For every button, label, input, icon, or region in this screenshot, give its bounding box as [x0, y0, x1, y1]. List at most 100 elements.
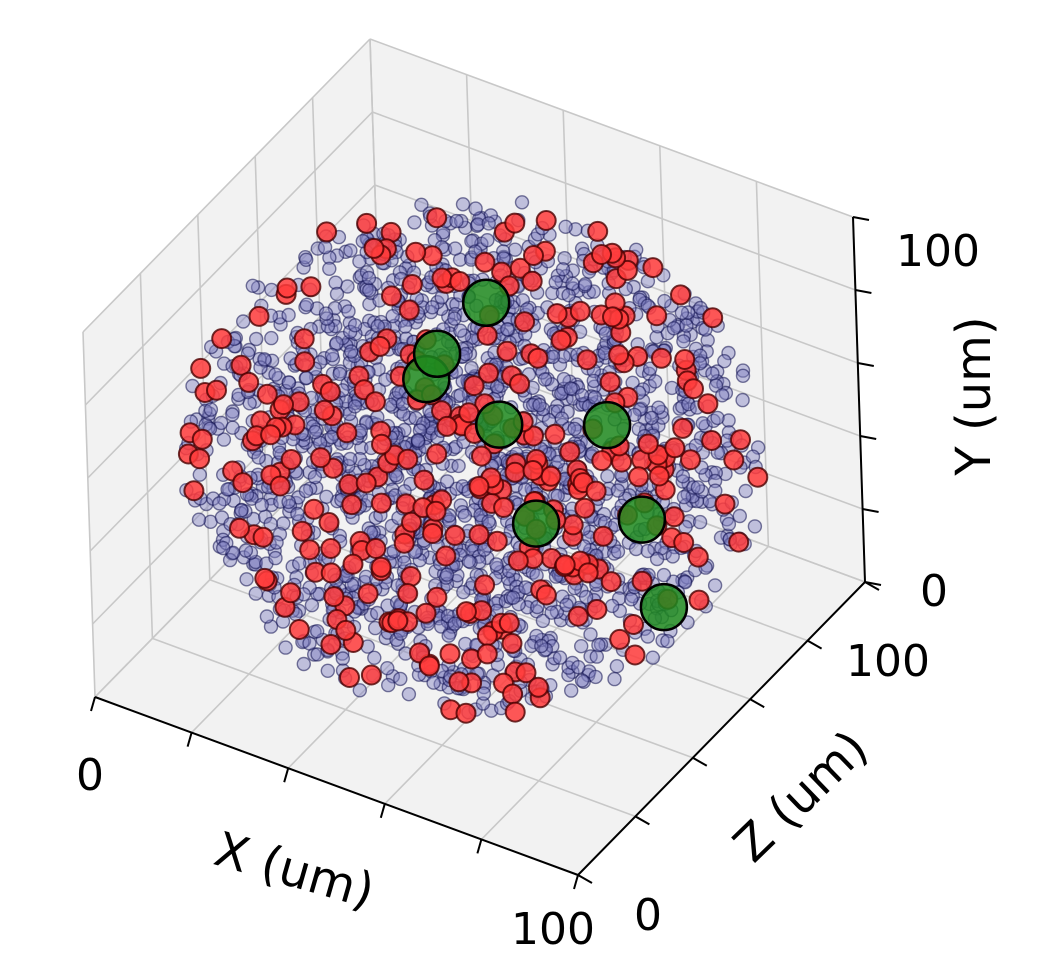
- red-point-250: [316, 221, 338, 243]
- blue-point-1518: [464, 360, 479, 376]
- blue-point-1595: [318, 306, 334, 321]
- red-point-135: [680, 449, 701, 471]
- blue-point-1711: [441, 628, 456, 643]
- blue-point-1472: [281, 307, 296, 323]
- red-point-247: [476, 643, 498, 665]
- red-point-288: [256, 383, 278, 405]
- blue-point-1142: [695, 416, 710, 431]
- green-point-5: [617, 495, 667, 544]
- red-point-116: [252, 526, 274, 548]
- red-point-79: [478, 362, 499, 384]
- red-point-102: [365, 538, 387, 559]
- red-point-256: [608, 344, 630, 366]
- blue-point-1786: [426, 675, 441, 690]
- red-point-277: [371, 433, 392, 455]
- red-point-14: [714, 493, 736, 515]
- blue-point-1486: [257, 352, 272, 367]
- grid-line-back-x-4: [755, 181, 770, 547]
- blue-point-1229: [676, 489, 692, 505]
- blue-point-802: [545, 285, 560, 301]
- red-point-258: [576, 349, 598, 371]
- red-point-78: [747, 466, 769, 488]
- red-point-215: [673, 532, 695, 553]
- blue-point-636: [456, 585, 471, 600]
- blue-point-1087: [735, 368, 751, 383]
- blue-point-1851: [567, 421, 582, 437]
- red-point-170: [535, 584, 557, 606]
- red-point-284: [585, 480, 607, 502]
- blue-point-1489: [552, 650, 568, 665]
- blue-point-32: [664, 380, 680, 396]
- blue-point-1859: [548, 275, 563, 290]
- blue-point-1622: [657, 293, 672, 309]
- blue-point-730: [574, 639, 589, 654]
- red-point-148: [646, 305, 668, 327]
- blue-point-1207: [675, 474, 690, 489]
- red-point-214: [248, 305, 270, 327]
- red-point-222: [628, 466, 650, 488]
- y-axis-tick-2: [860, 435, 877, 440]
- grid-line-left-z-1: [139, 273, 154, 639]
- blue-point-1685: [335, 651, 350, 666]
- red-point-245: [664, 437, 686, 459]
- blue-point-170: [296, 260, 311, 275]
- red-point-183: [599, 371, 621, 393]
- blue-point-1323: [381, 677, 396, 693]
- blue-point-1163: [458, 636, 473, 652]
- green-point-7: [639, 582, 689, 632]
- blue-point-1500: [407, 215, 422, 230]
- blue-point-869: [451, 458, 466, 474]
- red-point-84: [544, 423, 566, 445]
- blue-point-1810: [317, 239, 333, 255]
- blue-point-1399: [514, 195, 530, 210]
- grid-line-floor-z-1: [152, 637, 636, 818]
- blue-point-62: [235, 314, 251, 329]
- y-axis-tick-1: [862, 508, 879, 513]
- red-point-189: [238, 371, 260, 393]
- red-point-44: [360, 664, 382, 686]
- red-point-194: [439, 643, 461, 665]
- blue-point-1225: [558, 219, 573, 235]
- z-axis-tick-3: [749, 698, 765, 709]
- blue-point-1725: [632, 402, 647, 417]
- blue-point-1886: [532, 397, 547, 413]
- blue-point-1293: [688, 341, 704, 356]
- x-axis-line: [94, 696, 579, 876]
- blue-point-302: [707, 578, 723, 593]
- blue-point-1062: [717, 354, 732, 369]
- green-point-3: [474, 400, 524, 449]
- blue-point-1395: [535, 613, 551, 629]
- x-axis-tick-5: [573, 874, 579, 890]
- blue-point-1869: [506, 590, 521, 605]
- blue-point-1147: [721, 413, 736, 428]
- blue-point-1940: [534, 638, 549, 654]
- grid-line-left-y-4: [84, 111, 373, 406]
- blue-point-1801: [239, 572, 254, 587]
- blue-point-1258: [281, 375, 296, 390]
- red-point-319: [504, 701, 526, 723]
- red-point-132: [444, 524, 466, 546]
- red-point-21: [697, 393, 719, 415]
- blue-point-1930: [457, 508, 473, 523]
- red-point-67: [521, 270, 543, 292]
- red-point-110: [299, 539, 321, 561]
- x-axis-label: X (um): [208, 821, 380, 920]
- blue-point-1213: [557, 251, 572, 266]
- blue-point-1837: [322, 261, 337, 276]
- y-axis-tick-4: [855, 289, 872, 294]
- blue-point-1843: [591, 637, 606, 653]
- red-point-42: [183, 480, 205, 502]
- blue-point-1909: [410, 433, 426, 449]
- red-point-279: [280, 582, 302, 604]
- blue-point-1928: [545, 349, 561, 365]
- blue-point-1157: [412, 553, 427, 568]
- red-point-107: [313, 399, 335, 421]
- red-point-120: [426, 586, 448, 608]
- blue-point-980: [732, 508, 747, 524]
- blue-point-149: [278, 640, 293, 655]
- red-point-188: [435, 545, 457, 567]
- x-axis-tick-3: [379, 803, 386, 819]
- data-points: [177, 195, 769, 724]
- blue-point-1744: [708, 483, 723, 498]
